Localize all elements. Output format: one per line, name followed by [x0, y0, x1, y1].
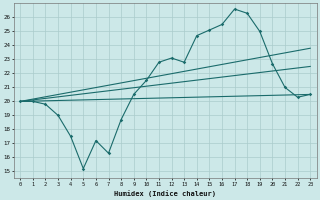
X-axis label: Humidex (Indice chaleur): Humidex (Indice chaleur)	[114, 190, 216, 197]
